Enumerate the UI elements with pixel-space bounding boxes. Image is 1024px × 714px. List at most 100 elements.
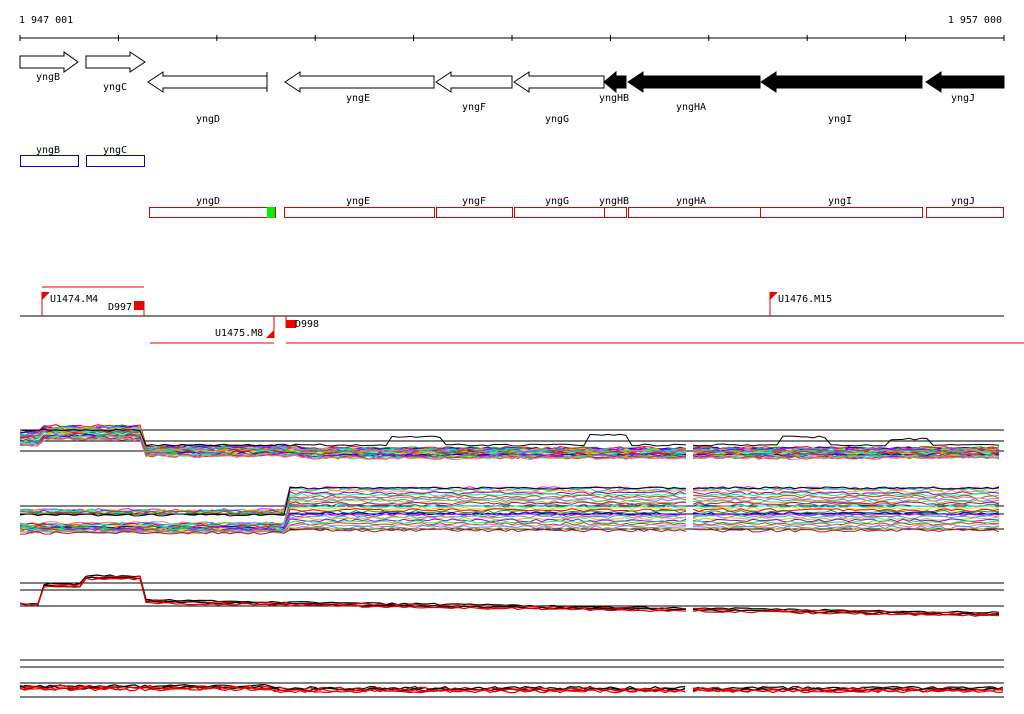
- expression-profiles-3: [19, 574, 1004, 617]
- profile-line: [692, 501, 1000, 506]
- gene-arrow-yngI[interactable]: yngI: [760, 71, 923, 125]
- profile-line: [19, 426, 687, 453]
- profile-line: [692, 523, 1000, 528]
- profile-line: [692, 504, 1000, 509]
- profile-line: [692, 526, 1000, 531]
- profile-line: [19, 686, 686, 693]
- profile-line: [692, 511, 1000, 516]
- annotation-label-yngHB: yngHB: [599, 196, 629, 207]
- annotation-box-yngHB[interactable]: yngHB: [599, 196, 629, 218]
- profile-line: [692, 513, 1000, 518]
- profile-line: [19, 496, 687, 525]
- profile-line: [692, 456, 1000, 461]
- gene-arrow-yngF[interactable]: yngF: [435, 71, 513, 113]
- gene-label-yngD: yngD: [196, 114, 220, 125]
- ruler-end-label: 1 957 000: [948, 15, 1002, 26]
- profile-line: [19, 428, 687, 447]
- gene-label-yngHB: yngHB: [599, 93, 629, 104]
- profile-line: [692, 518, 1000, 523]
- gene-label-yngC: yngC: [103, 82, 127, 93]
- profile-line: [19, 516, 687, 532]
- profile-line: [19, 575, 687, 610]
- feature-d997[interactable]: D997: [108, 301, 145, 316]
- expression-profiles-2: [19, 486, 1004, 535]
- profile-line: [692, 508, 1000, 513]
- gene-label-yngHA: yngHA: [676, 102, 706, 113]
- profile-line: [20, 501, 687, 527]
- annotation-label-yngJ: yngJ: [951, 196, 975, 207]
- profile-line: [692, 609, 1000, 617]
- annotation-box-yngHA[interactable]: yngHA: [628, 196, 761, 218]
- profile-line: [19, 506, 687, 529]
- gene-label-yngB: yngB: [36, 72, 60, 83]
- profile-line: [19, 526, 687, 535]
- annotation-track-blue: yngB yngC: [20, 145, 145, 167]
- profile-line: [19, 491, 687, 514]
- profile-line: [692, 499, 1000, 504]
- gene-arrow-yngHA[interactable]: yngHA: [627, 71, 761, 113]
- gene-label-yngJ: yngJ: [951, 93, 975, 104]
- profile-line: [692, 516, 1000, 521]
- gene-arrow-yngJ[interactable]: yngJ: [925, 71, 1005, 104]
- coordinate-ruler: 1 947 001 1 957 000: [19, 15, 1005, 41]
- feature-d998[interactable]: D998: [285, 316, 319, 330]
- profile-line: [19, 511, 687, 530]
- profile-line: [692, 486, 1000, 490]
- annotation-box-yngC[interactable]: yngC: [86, 145, 145, 167]
- profile-line: [692, 689, 1004, 694]
- profile-line: [19, 494, 687, 515]
- annotation-box-yngG[interactable]: yngG: [514, 196, 605, 218]
- gene-arrow-yngC[interactable]: yngC: [85, 51, 146, 93]
- annotation-box-yngJ[interactable]: yngJ: [926, 196, 1004, 218]
- profile-line: [19, 518, 687, 532]
- annotation-box-yngE[interactable]: yngE: [284, 196, 435, 218]
- annotation-label-yngI: yngI: [828, 196, 852, 207]
- gene-arrow-yngB[interactable]: yngB: [19, 51, 79, 83]
- profile-line: [19, 528, 687, 535]
- gene-arrow-yngG[interactable]: yngG: [513, 71, 605, 125]
- gene-label-yngE: yngE: [346, 93, 370, 104]
- annotation-label-yngG: yngG: [545, 196, 569, 207]
- feature-label-u1476: U1476.M15: [778, 294, 832, 305]
- profile-line: [19, 521, 687, 533]
- gene-arrow-yngHB[interactable]: yngHB: [599, 70, 629, 104]
- annotation-box-yngF[interactable]: yngF: [436, 196, 513, 218]
- profile-line: [692, 520, 1000, 525]
- profile-line: [692, 445, 1000, 450]
- profile-line: [692, 492, 1000, 497]
- profile-line: [19, 574, 687, 610]
- profile-line: [692, 502, 1000, 507]
- annotation-label-yngF: yngF: [462, 196, 486, 207]
- gene-track: yngB yngC yngD yngE yngF yngG yngHB: [19, 51, 1005, 125]
- annotation-label-yngC: yngC: [103, 145, 127, 156]
- gene-label-yngG: yngG: [545, 114, 569, 125]
- expression-profiles-4: [19, 659, 1004, 698]
- annotation-label-yngE: yngE: [346, 196, 370, 207]
- profile-line: [19, 499, 687, 526]
- feature-label-u1474: U1474.M4: [50, 294, 98, 305]
- profile-line: [19, 437, 687, 461]
- feature-label-d997: D997: [108, 302, 132, 313]
- feature-u1476[interactable]: U1476.M15: [769, 292, 832, 316]
- ruler-start-label: 1 947 001: [19, 15, 73, 26]
- feature-u1474[interactable]: U1474.M4: [41, 292, 98, 316]
- annotation-track-red: yngD yngE yngF yngG yngHB yngHA yngI: [149, 196, 1004, 218]
- annotation-label-yngHA: yngHA: [676, 196, 706, 207]
- gene-arrow-yngE[interactable]: yngE: [284, 71, 435, 104]
- profile-line: [19, 577, 687, 613]
- feature-u1475[interactable]: U1475.M8: [215, 316, 275, 339]
- annotation-label-yngD: yngD: [196, 196, 220, 207]
- profile-line: [692, 487, 1000, 492]
- gene-label-yngF: yngF: [462, 102, 486, 113]
- annotation-box-yngI[interactable]: yngI: [760, 196, 923, 218]
- profile-line: [19, 486, 687, 517]
- annotation-label-yngB: yngB: [36, 145, 60, 156]
- profile-line: [692, 496, 1000, 501]
- annotation-box-yngD[interactable]: yngD: [149, 196, 276, 218]
- annotation-box-yngB[interactable]: yngB: [20, 145, 79, 167]
- feature-label-u1475: U1475.M8: [215, 328, 263, 339]
- feature-track: U1474.M4 D997 U1475.M8 D998 U1476.M15: [20, 286, 1024, 344]
- green-marker: [267, 207, 275, 218]
- gene-arrow-yngD[interactable]: yngD: [147, 71, 268, 125]
